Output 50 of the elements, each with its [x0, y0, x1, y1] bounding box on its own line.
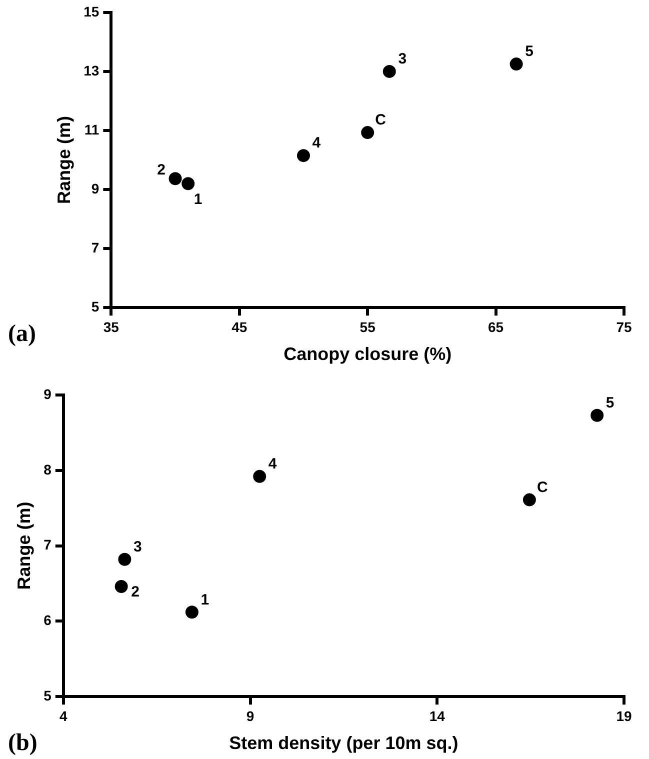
point [168, 172, 182, 186]
x-tick-label: 35 [103, 318, 120, 335]
annotation: 5 [606, 394, 614, 412]
point [590, 408, 604, 422]
x-tick-label: 55 [360, 318, 376, 335]
y-tick-label: 7 [44, 536, 52, 553]
point [185, 606, 198, 619]
y-tick-label: 5 [91, 298, 100, 314]
annotation: 5 [525, 43, 534, 60]
annotation: C [375, 112, 386, 129]
point [118, 552, 132, 566]
annotation: 1 [194, 190, 202, 208]
point [522, 493, 536, 506]
annotation: C [537, 478, 548, 496]
x-tick-label: 14 [429, 708, 446, 724]
annotation: 4 [268, 456, 278, 473]
point [296, 149, 310, 162]
y-tick-label: 11 [84, 121, 100, 138]
point [510, 58, 523, 71]
annotation: 4 [312, 134, 322, 152]
annotation: 2 [131, 584, 140, 601]
y-tick-label: 9 [44, 386, 52, 402]
y-tick-label: 7 [91, 239, 100, 256]
point [253, 470, 266, 483]
x-axis-title: Stem density (per 10m sq.) [229, 733, 458, 754]
y-tick-label: 13 [84, 62, 100, 78]
annotation: 1 [200, 591, 210, 608]
annotation: 3 [398, 50, 407, 68]
x-tick-label: 45 [232, 318, 248, 335]
x-axis-title: Canopy closure (%) [284, 344, 452, 364]
y-tick-label: 5 [44, 687, 52, 704]
x-tick-label: 65 [488, 318, 504, 335]
text: (b) [8, 730, 38, 757]
text: (a) [8, 321, 36, 348]
annotation: 3 [134, 538, 142, 556]
x-tick-label: 75 [616, 318, 632, 335]
y-tick-label: 8 [44, 461, 52, 478]
x-tick-label: 4 [59, 708, 68, 724]
point [361, 126, 374, 140]
point [114, 580, 128, 594]
y-tick-label: 6 [44, 612, 52, 628]
point [382, 64, 396, 78]
y-tick-label: 15 [84, 3, 100, 20]
point [182, 177, 195, 190]
y-axis-title: Range (m) [54, 116, 74, 204]
x-tick-label: 19 [616, 708, 632, 724]
y-axis-title: Range (m) [14, 502, 34, 590]
y-tick-label: 9 [91, 180, 100, 196]
x-tick-label: 9 [246, 708, 254, 724]
annotation: 2 [157, 162, 166, 179]
